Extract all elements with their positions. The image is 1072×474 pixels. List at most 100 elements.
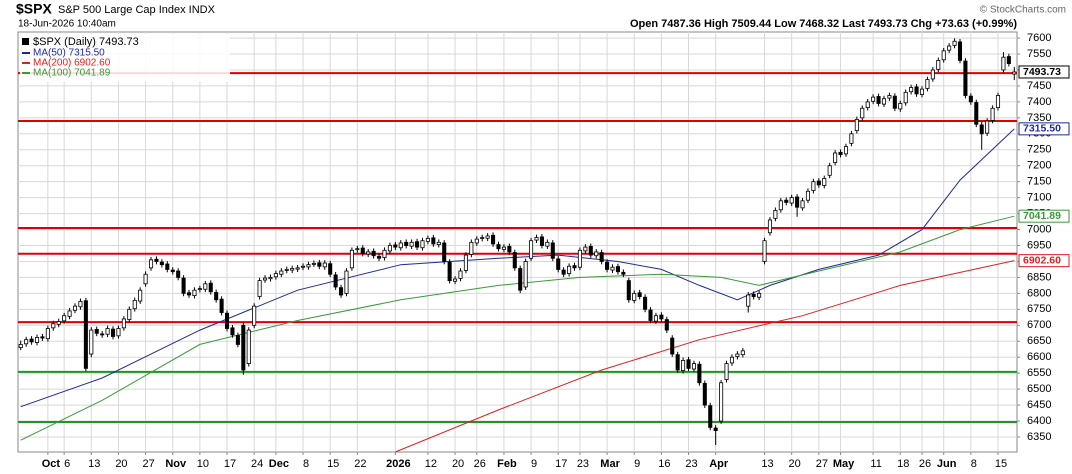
x-tick-label: 12 xyxy=(425,458,437,470)
candle-body xyxy=(664,319,669,331)
candle-body xyxy=(415,241,420,248)
x-tick-label: 26 xyxy=(919,458,931,470)
candle-body xyxy=(789,197,794,204)
x-tick-label: 20 xyxy=(115,458,127,470)
candles xyxy=(18,38,1017,445)
candle-body xyxy=(230,327,235,336)
candle-body xyxy=(914,86,919,95)
y-tick-label: 7550 xyxy=(1027,48,1051,60)
x-tick-label: 15 xyxy=(327,458,339,470)
x-tick-label: 6 xyxy=(64,458,70,470)
y-tick-label: 6750 xyxy=(1027,303,1051,315)
last-value-label: 6902.60 xyxy=(1023,254,1061,266)
legend-swatch xyxy=(22,38,29,45)
last-value-box xyxy=(1018,65,1070,79)
grid xyxy=(18,32,1017,452)
candle-body xyxy=(572,265,577,269)
x-tick-label: 22 xyxy=(354,458,366,470)
candle-body xyxy=(860,107,865,119)
candle-body xyxy=(795,196,800,208)
candle-body xyxy=(947,45,952,51)
candle-body xyxy=(713,427,718,432)
candle-body xyxy=(132,300,137,310)
candle-body xyxy=(909,87,914,93)
candle-body xyxy=(800,200,805,209)
candle-body xyxy=(556,258,561,270)
candle-body xyxy=(404,241,409,246)
x-tick-label: Feb xyxy=(497,458,517,470)
candle-body xyxy=(936,60,941,70)
candle-body xyxy=(583,246,588,252)
x-tick-label: Apr xyxy=(709,458,729,470)
candle-body xyxy=(881,98,887,105)
symbol: $SPX xyxy=(16,1,52,17)
candle-body xyxy=(588,246,593,256)
y-tick-label: 7100 xyxy=(1027,192,1051,204)
candle-body xyxy=(311,262,316,265)
candle-body xyxy=(225,312,230,329)
candle-body xyxy=(724,363,729,380)
candle-body xyxy=(360,247,365,254)
candle-body xyxy=(474,238,479,244)
candle-body xyxy=(615,266,620,273)
x-tick-label: Oct xyxy=(42,458,61,470)
y-tick-label: 6350 xyxy=(1027,431,1051,443)
x-tick-label: 17 xyxy=(224,458,236,470)
candle-body xyxy=(968,95,973,103)
candle-body xyxy=(192,289,197,297)
candle-body xyxy=(626,280,631,301)
legend-entry: $SPX (Daily) 7493.73 xyxy=(33,36,139,48)
candle-body xyxy=(686,359,691,369)
candle-body xyxy=(371,250,376,257)
candle-body xyxy=(691,363,696,370)
candle-body xyxy=(811,181,816,192)
candle-body xyxy=(670,337,675,355)
candle-body xyxy=(208,282,213,293)
candle-body xyxy=(816,180,821,186)
candle-body xyxy=(523,261,528,288)
candle-body xyxy=(871,96,876,102)
y-tick-label: 6800 xyxy=(1027,287,1051,299)
candle-body xyxy=(1012,71,1017,75)
candle-body xyxy=(930,69,935,80)
y-tick-label: 7600 xyxy=(1027,32,1051,44)
x-tick-label: 24 xyxy=(251,458,263,470)
candle-body xyxy=(263,277,268,281)
candle-body xyxy=(822,178,827,186)
candle-body xyxy=(778,200,783,211)
candle-body xyxy=(740,350,745,356)
candle-body xyxy=(219,298,224,313)
x-tick-label: Nov xyxy=(165,458,187,470)
candle-body xyxy=(214,292,219,301)
candle-body xyxy=(431,237,436,245)
x-tick-label: 23 xyxy=(577,458,589,470)
candle-body xyxy=(246,329,251,364)
candle-body xyxy=(148,259,154,269)
candle-body xyxy=(284,269,289,271)
candle-body xyxy=(637,292,642,297)
candle-body xyxy=(344,270,349,294)
candle-body xyxy=(892,95,897,109)
candle-body xyxy=(512,252,517,269)
chart-title: S&P 500 Large Cap Index INDX xyxy=(58,4,216,16)
candle-body xyxy=(854,119,859,132)
candle-body xyxy=(605,261,610,270)
candle-body xyxy=(963,60,968,96)
last-value-box xyxy=(1018,254,1070,268)
candle-body xyxy=(349,249,354,269)
candle-body xyxy=(463,254,468,271)
candle-body xyxy=(377,255,382,259)
candle-body xyxy=(100,333,105,336)
candle-body xyxy=(735,353,740,357)
candle-body xyxy=(675,354,680,371)
candle-body xyxy=(317,262,322,267)
candle-body xyxy=(610,266,615,271)
candle-body xyxy=(170,269,175,273)
legend-entry: MA(50) 7315.50 xyxy=(33,48,105,59)
y-tick-label: 7000 xyxy=(1027,223,1051,235)
candle-body xyxy=(507,246,512,253)
candle-body xyxy=(925,79,930,89)
candle-body xyxy=(83,300,88,369)
candle-body xyxy=(333,274,338,288)
candle-body xyxy=(529,240,534,259)
